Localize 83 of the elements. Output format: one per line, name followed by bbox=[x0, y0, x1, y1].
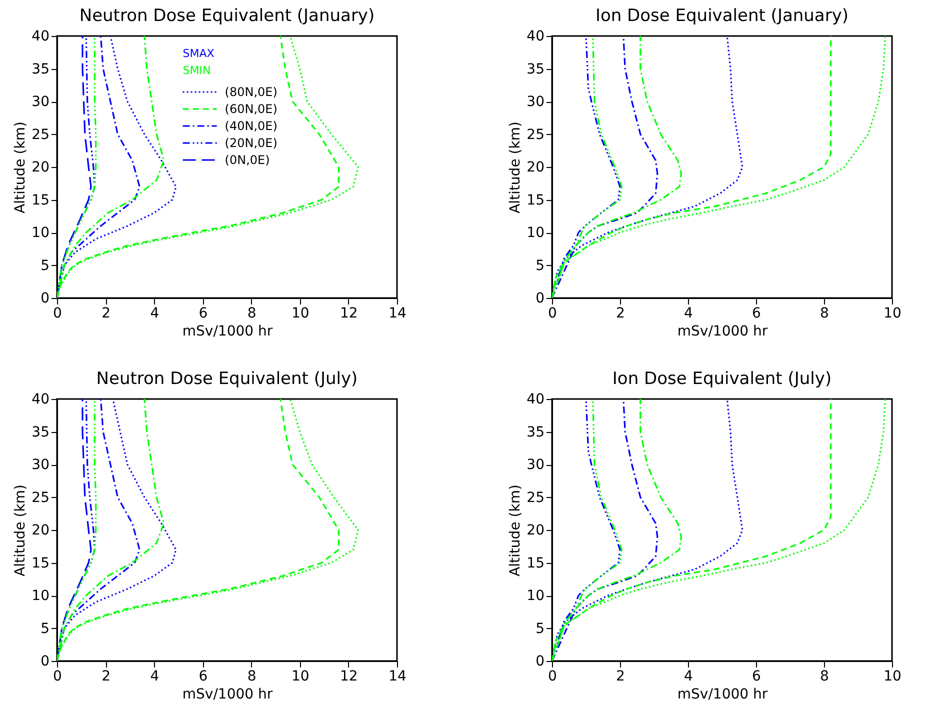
y-tick-label: 10 bbox=[32, 588, 50, 604]
y-axis-title: Altitude (km) bbox=[508, 122, 524, 214]
x-tick-label: 10 bbox=[291, 306, 310, 322]
y-axis-title: Altitude (km) bbox=[12, 484, 29, 576]
x-tick-label: 12 bbox=[340, 668, 358, 684]
y-tick-label: 0 bbox=[536, 290, 544, 306]
legend-label: (60N,0E) bbox=[224, 102, 278, 116]
y-tick-label: 15 bbox=[32, 192, 50, 208]
legend-label: (40N,0E) bbox=[224, 119, 278, 133]
y-tick-label: 40 bbox=[32, 28, 50, 44]
x-tick-label: 12 bbox=[340, 306, 358, 322]
x-tick-label: 10 bbox=[884, 668, 902, 684]
y-tick-label: 35 bbox=[32, 424, 50, 440]
x-tick-label: 8 bbox=[247, 306, 256, 322]
y-tick-label: 0 bbox=[40, 654, 50, 670]
x-tick-label: 4 bbox=[150, 306, 160, 322]
chart-title: Neutron Dose Equivalent (January) bbox=[79, 6, 375, 26]
y-tick-label: 20 bbox=[526, 522, 544, 538]
legend-label: (0N,0E) bbox=[224, 153, 270, 167]
x-tick-label: 2 bbox=[616, 668, 625, 684]
y-tick-label: 10 bbox=[32, 225, 50, 241]
x-tick-label: 14 bbox=[388, 668, 406, 684]
x-tick-label: 0 bbox=[53, 668, 62, 684]
y-axis-title: Altitude (km) bbox=[508, 484, 524, 576]
chart-title: Ion Dose Equivalent (July) bbox=[612, 369, 832, 389]
y-tick-label: 35 bbox=[526, 61, 544, 78]
chart-title: Ion Dose Equivalent (January) bbox=[595, 6, 849, 26]
y-tick-label: 0 bbox=[40, 290, 50, 306]
x-tick-label: 2 bbox=[616, 306, 625, 322]
y-tick-label: 20 bbox=[32, 160, 50, 176]
x-tick-label: 0 bbox=[53, 306, 62, 322]
x-tick-label: 6 bbox=[752, 306, 762, 322]
y-tick-label: 20 bbox=[32, 522, 50, 538]
y-tick-label: 35 bbox=[526, 424, 544, 440]
y-tick-label: 0 bbox=[536, 654, 544, 670]
x-axis-title: mSv/1000 hr bbox=[677, 324, 768, 340]
legend-label: (20N,0E) bbox=[224, 136, 278, 150]
y-tick-label: 10 bbox=[526, 225, 544, 241]
y-tick-label: 25 bbox=[526, 490, 544, 506]
x-tick-label: 0 bbox=[548, 306, 557, 322]
x-tick-label: 2 bbox=[102, 668, 111, 684]
x-tick-label: 14 bbox=[388, 306, 406, 322]
y-tick-label: 30 bbox=[526, 457, 544, 473]
y-tick-label: 10 bbox=[526, 588, 544, 604]
y-tick-label: 25 bbox=[526, 126, 544, 143]
x-tick-label: 10 bbox=[291, 668, 310, 684]
x-tick-label: 10 bbox=[884, 306, 902, 322]
x-tick-label: 6 bbox=[752, 668, 762, 684]
x-tick-label: 6 bbox=[198, 306, 208, 322]
x-axis-title: mSv/1000 hr bbox=[182, 324, 273, 340]
x-axis-title: mSv/1000 hr bbox=[677, 686, 768, 702]
x-tick-label: 2 bbox=[102, 306, 111, 322]
y-axis-title: Altitude (km) bbox=[12, 122, 29, 214]
annotation: SMAX bbox=[182, 47, 215, 60]
y-tick-label: 40 bbox=[526, 392, 544, 408]
y-tick-label: 40 bbox=[526, 28, 544, 44]
y-tick-label: 15 bbox=[526, 192, 544, 208]
legend-label: (80N,0E) bbox=[224, 85, 278, 99]
x-tick-label: 4 bbox=[684, 668, 694, 684]
y-tick-label: 40 bbox=[32, 392, 50, 408]
x-tick-label: 6 bbox=[198, 668, 208, 684]
y-tick-label: 30 bbox=[32, 94, 50, 110]
y-tick-label: 25 bbox=[32, 490, 50, 506]
x-tick-label: 4 bbox=[684, 306, 694, 322]
annotation: SMIN bbox=[182, 64, 211, 77]
x-axis-title: mSv/1000 hr bbox=[182, 686, 273, 702]
chart-title: Neutron Dose Equivalent (July) bbox=[96, 369, 358, 389]
y-tick-label: 30 bbox=[526, 94, 544, 110]
y-tick-label: 5 bbox=[40, 258, 50, 274]
y-tick-label: 5 bbox=[536, 258, 544, 274]
y-tick-label: 20 bbox=[526, 160, 544, 176]
y-tick-label: 25 bbox=[32, 126, 50, 143]
y-tick-label: 35 bbox=[32, 61, 50, 78]
y-tick-label: 15 bbox=[32, 555, 50, 572]
x-tick-label: 8 bbox=[820, 668, 829, 684]
x-tick-label: 8 bbox=[820, 306, 829, 322]
y-tick-label: 5 bbox=[536, 620, 544, 637]
y-tick-label: 5 bbox=[40, 620, 50, 637]
y-tick-label: 15 bbox=[526, 555, 544, 572]
x-tick-label: 4 bbox=[150, 668, 160, 684]
y-tick-label: 30 bbox=[32, 457, 50, 473]
x-tick-label: 0 bbox=[548, 668, 557, 684]
x-tick-label: 8 bbox=[247, 668, 256, 684]
